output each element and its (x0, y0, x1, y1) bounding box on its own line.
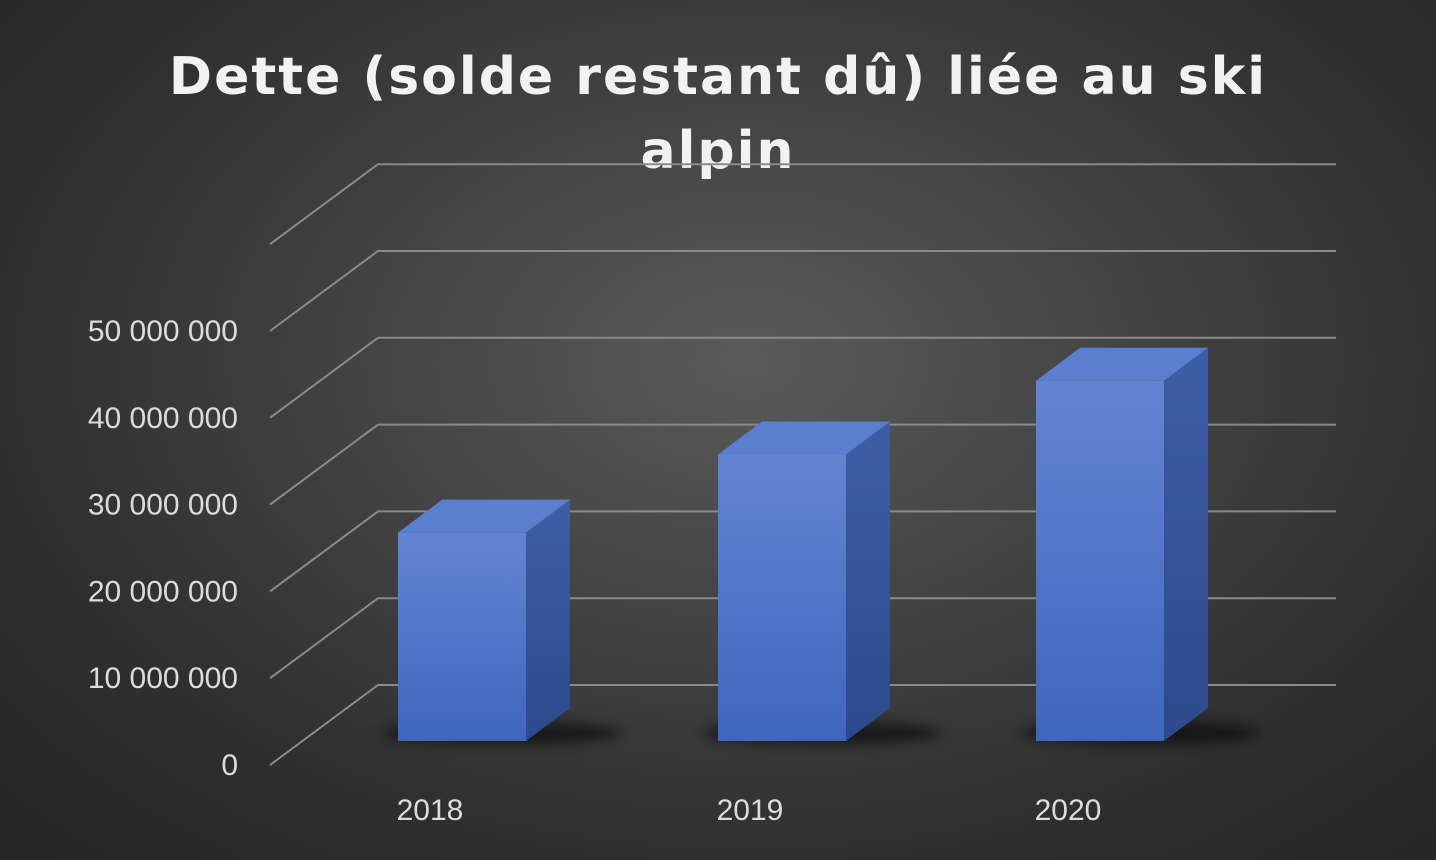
bar-front (1036, 380, 1164, 741)
chart-title: Dette (solde restant dû) liée au ski alp… (168, 47, 1268, 181)
bars (382, 347, 1260, 745)
gridline (269, 597, 1336, 680)
x-axis: 2018 2019 2020 (397, 794, 1102, 827)
bar-2018 (382, 499, 622, 745)
x-tick-label: 2018 (397, 794, 464, 827)
bar-side (846, 421, 890, 741)
x-tick-label: 2020 (1035, 794, 1102, 827)
bar-top (1036, 347, 1208, 381)
bar-top (718, 421, 890, 455)
gridline (269, 250, 1336, 332)
bar-top (398, 499, 570, 533)
bar-2019 (702, 421, 942, 745)
grid-layer (269, 163, 1336, 766)
gridline (269, 163, 1336, 246)
y-tick-label: 20 000 000 (88, 575, 238, 608)
bar-2020 (1020, 347, 1260, 745)
y-axis: 0 10 000 000 20 000 000 30 000 000 40 000 00… (88, 315, 238, 782)
gridline (269, 336, 1336, 419)
bar-front (398, 532, 526, 741)
gridline (269, 423, 1336, 506)
bar-front (718, 454, 846, 741)
gridline (269, 684, 1336, 766)
y-tick-label: 50 000 000 (88, 315, 238, 348)
y-tick-label: 30 000 000 (88, 489, 238, 522)
y-tick-label: 40 000 000 (88, 402, 238, 435)
gridline (269, 510, 1336, 593)
y-tick-label: 10 000 000 (88, 662, 238, 695)
bar-side (526, 499, 570, 741)
x-tick-label: 2019 (717, 794, 784, 827)
bar-side (1164, 347, 1208, 741)
y-tick-label: 0 (221, 749, 238, 782)
